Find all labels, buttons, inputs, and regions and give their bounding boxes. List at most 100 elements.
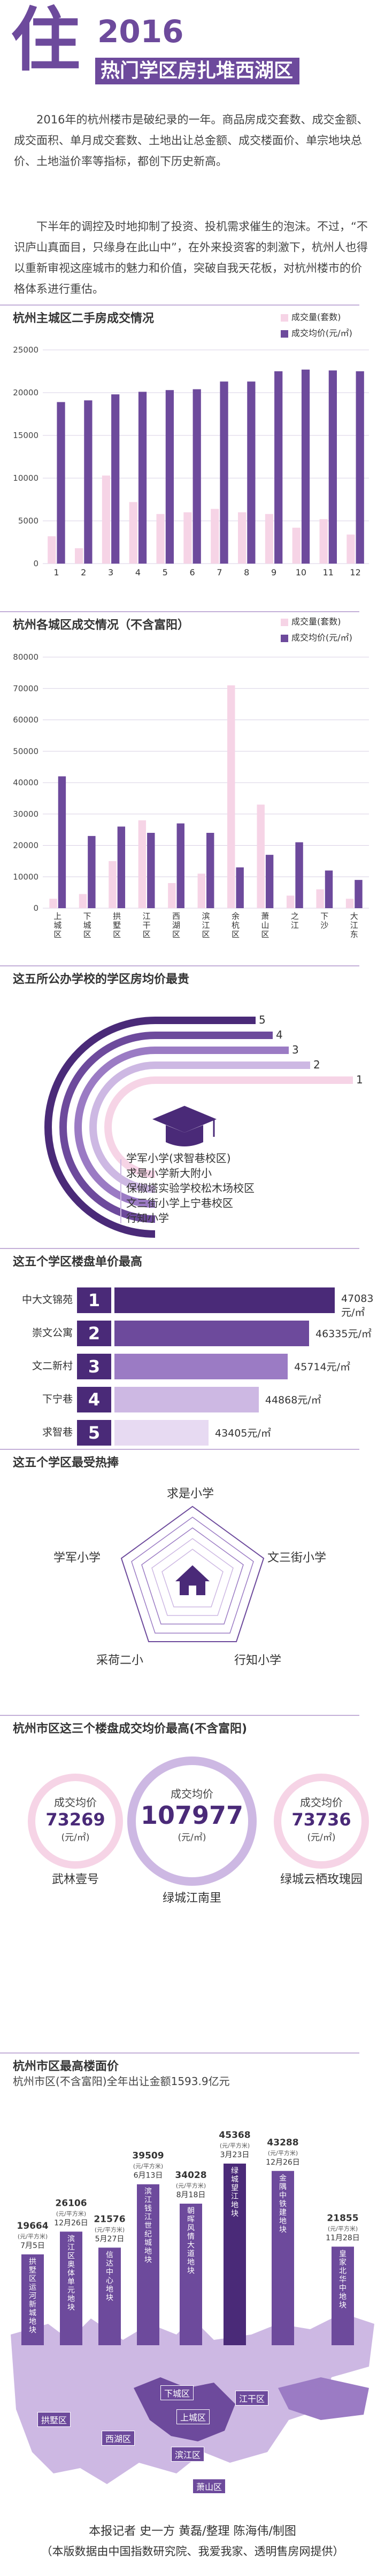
land-plot-name: 朝晖风情大道地块 (187, 2207, 195, 2275)
arc-1 (104, 1076, 156, 1178)
circle-unit: (元/㎡) (307, 1832, 336, 1843)
bar-volume (265, 514, 274, 564)
house-icon (175, 1565, 210, 1595)
x-tick-label: 6 (189, 567, 195, 577)
x-tick-label: 5 (163, 567, 168, 577)
section2-legend: 成交量(套数) 成交均价(元/㎡) (281, 614, 352, 643)
x-tick-label: 10 (296, 567, 306, 577)
land-price-value: 21576 (94, 2214, 125, 2224)
x-tick-label: 7 (217, 567, 222, 577)
arc-5 (44, 1017, 156, 1238)
arc-group: 5 4 3 2 1 (44, 1013, 363, 1238)
land-plot-bar (137, 2184, 159, 2345)
x-tick-label: 12 (350, 567, 360, 577)
section6-title: 杭州市区这三个楼盘成交均价最高(不含富阳) (0, 1715, 360, 1736)
land-price-value: 21855 (327, 2213, 358, 2223)
arc-3 (74, 1047, 156, 1208)
land-plot-name: 拱墅区运河新城地块 (29, 2258, 36, 2335)
header-year: 2016 (97, 13, 184, 50)
x-tick-label: 上城区 (53, 911, 61, 939)
district-label: 滨江区 (171, 2447, 205, 2462)
land-price-unit: (元/平方米) (95, 2226, 125, 2233)
bar-price (176, 823, 184, 908)
arc-rank-5: 5 (259, 1013, 266, 1026)
rank-badge: 5 (77, 1420, 111, 1446)
bar-volume (138, 820, 147, 908)
school-label-3: 保俶塔实验学校松木场校区 (126, 1182, 255, 1195)
data-source-line: （本版数据由中国指数研究院、我爱我家、透明售房网提供） (41, 2545, 344, 2558)
legend-swatch (281, 330, 288, 338)
land-price-value: 26106 (55, 2198, 87, 2208)
x-tick-label: 之江 (291, 911, 299, 930)
land-plot-name: 信达中心地块 (106, 2251, 113, 2302)
credits-line: 本报记者 史一方 黄磊/整理 陈海伟/制图 (89, 2525, 296, 2538)
x-tick-label: 下城区 (83, 911, 91, 939)
land-price-unit: (元/平方米) (133, 2163, 163, 2170)
section7-subtitle: 杭州市区(不含富阳)全年出让金额1593.9亿元 (13, 2075, 230, 2088)
rank-badge: 2 (77, 1321, 111, 1346)
legend-swatch (281, 618, 288, 626)
bar-volume (227, 685, 235, 908)
land-plot-bar (332, 2246, 354, 2345)
land-deal-date: 6月13日 (134, 2172, 163, 2180)
land-plot-name: 绿城望江地块 (231, 2167, 238, 2218)
arc-rank-1: 1 (356, 1073, 363, 1086)
school-popularity-radar (120, 1505, 265, 1642)
radar-label-qiushi: 求是小学 (167, 1487, 214, 1501)
x-tick-label: 拱墅区 (113, 911, 121, 939)
district-label: 上城区 (176, 2409, 210, 2424)
building-name-center: 绿城江南里 (162, 1892, 221, 1905)
land-plot-bar (98, 2247, 121, 2345)
bar-volume (102, 475, 111, 564)
bar-volume (156, 514, 165, 564)
bar-price (295, 842, 303, 908)
land-deal-date: 8月18日 (176, 2191, 206, 2199)
land-deal-date: 3月23日 (220, 2151, 250, 2159)
land-deal-date: 11月28日 (326, 2234, 360, 2242)
bar-price (236, 867, 244, 908)
bar-price (274, 371, 283, 564)
land-plot-name: 金隅中铁建地块 (279, 2174, 287, 2234)
district-label: 江干区 (235, 2391, 269, 2406)
legend-swatch (281, 634, 288, 642)
unit-price-row: 求智巷 5 43405元/㎡ (13, 1420, 372, 1451)
x-tick-label: 8 (244, 567, 249, 577)
legend-price: 成交均价(元/㎡) (281, 326, 352, 339)
y-tick-label: 5000 (18, 516, 38, 526)
school-label-1: 学军小学(求智巷校区) (126, 1152, 231, 1165)
section2-title: 杭州各城区成交情况（不含富阳） (0, 611, 360, 633)
bar-volume (109, 861, 117, 908)
bar-volume (286, 895, 295, 908)
land-price-value: 45368 (219, 2130, 250, 2141)
circle-label: 成交均价 (54, 1796, 97, 1809)
land-price-unit: (元/平方米) (268, 2149, 298, 2157)
land-plot-bar (21, 2254, 44, 2345)
bar-volume (292, 527, 301, 564)
unit-price-value: 43405元/㎡ (214, 1427, 271, 1439)
circle-unit: (元/㎡) (61, 1832, 90, 1843)
legend-price: 成交均价(元/㎡) (281, 630, 352, 643)
land-deal-date: 12月26日 (266, 2158, 300, 2167)
unit-price-value: 47083元/㎡ (341, 1293, 374, 1318)
y-tick-label: 70000 (13, 684, 38, 693)
land-plot-bar (60, 2231, 82, 2345)
y-tick-label: 0 (33, 559, 38, 568)
land-plot-name: 皇家北华中地块 (339, 2250, 346, 2309)
unit-price-bar (114, 1387, 259, 1412)
building-name: 崇文公寓 (32, 1327, 73, 1339)
school-label-2: 求是小学新大附小 (126, 1167, 212, 1180)
y-tick-label: 25000 (13, 345, 38, 355)
land-price-value: 19664 (17, 2221, 48, 2231)
y-tick-label: 30000 (13, 809, 38, 819)
y-tick-label: 80000 (13, 652, 38, 662)
district-label: 拱墅区 (37, 2412, 71, 2427)
unit-price-bar (114, 1287, 335, 1313)
land-price-unit: (元/平方米) (18, 2232, 48, 2240)
bar-volume (75, 548, 83, 564)
circle-label: 成交均价 (300, 1796, 343, 1809)
land-price-unit: (元/平方米) (328, 2224, 358, 2232)
x-tick-label: 9 (271, 567, 276, 577)
x-tick-label: 2 (81, 567, 86, 577)
bar-volume (197, 873, 205, 908)
